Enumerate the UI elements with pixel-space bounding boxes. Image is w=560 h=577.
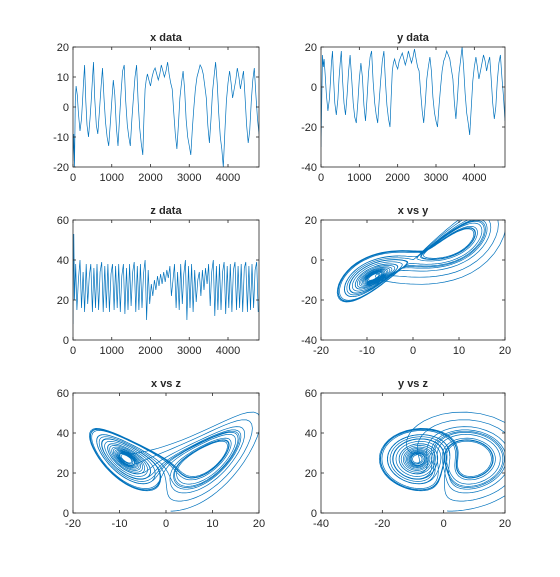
y-tick-label: 20 (57, 295, 69, 307)
series-line (89, 411, 259, 512)
chart-title: z data (150, 205, 182, 217)
x-tick-label: -20 (313, 345, 329, 357)
x-tick-label: -10 (112, 518, 128, 530)
chart-title: x vs z (151, 378, 181, 390)
y-tick-label: 60 (57, 215, 69, 227)
x-tick-label: 2000 (138, 345, 162, 357)
x-tick-label: 1000 (100, 345, 124, 357)
y-tick-label: -20 (301, 122, 317, 134)
y-tick-label: 10 (57, 72, 69, 84)
x-tick-label: 20 (499, 345, 511, 357)
x-tick-label: 1000 (347, 172, 371, 184)
x-tick-label: -20 (374, 518, 390, 530)
series-line (378, 411, 505, 512)
x-tick-label: 20 (253, 518, 265, 530)
x-tick-label: -40 (313, 518, 329, 530)
x-tick-label: 4000 (216, 345, 240, 357)
x-tick-label: 3000 (424, 172, 448, 184)
x-tick-label: -10 (359, 345, 375, 357)
x-tick-label: 4000 (216, 172, 240, 184)
series-line (336, 220, 505, 303)
x-tick-label: 3000 (177, 172, 201, 184)
y-tick-label: 40 (305, 428, 317, 440)
x-tick-label: 4000 (462, 172, 486, 184)
y-tick-label: 0 (63, 335, 69, 347)
subplot-2: 0 1000 2000 3000 4000 -40 -20 0 20 y data (301, 32, 506, 184)
subplot-1: 0 1000 2000 3000 4000 -20 -10 0 10 20 x data (53, 32, 260, 184)
x-tick-label: 10 (453, 345, 465, 357)
y-tick-label: 20 (305, 42, 317, 54)
y-tick-label: -10 (53, 132, 69, 144)
x-tick-label: 0 (441, 518, 447, 530)
y-tick-label: -20 (53, 162, 69, 174)
axes-box (320, 219, 506, 341)
y-tick-label: -40 (301, 162, 317, 174)
y-tick-label: 40 (57, 255, 69, 267)
y-tick-label: 0 (311, 82, 317, 94)
x-tick-label: -20 (65, 518, 81, 530)
y-tick-label: 20 (305, 215, 317, 227)
chart-title: y data (397, 32, 430, 44)
x-tick-label: 0 (318, 172, 324, 184)
chart-title: y vs z (398, 378, 428, 390)
x-tick-label: 1000 (100, 172, 124, 184)
axes-box (320, 46, 506, 168)
axes-box (72, 219, 260, 341)
chart-title: x vs y (398, 205, 429, 217)
series-line (73, 61, 259, 167)
y-tick-label: 20 (57, 42, 69, 54)
x-tick-label: 0 (70, 172, 76, 184)
chart-title: x data (150, 32, 183, 44)
y-tick-label: 20 (305, 468, 317, 480)
subplot-3: 0 1000 2000 3000 4000 0 20 40 60 z data (57, 205, 260, 357)
y-tick-label: 60 (57, 388, 69, 400)
x-tick-label: 0 (410, 345, 416, 357)
series-line (321, 47, 505, 148)
y-tick-label: 0 (311, 255, 317, 267)
y-tick-label: 0 (63, 508, 69, 520)
x-tick-label: 2000 (138, 172, 162, 184)
subplot-6: -40 -20 0 20 0 20 40 60 y vs z (305, 378, 511, 530)
y-tick-label: 40 (57, 428, 69, 440)
axes-box (320, 392, 506, 514)
y-tick-label: 20 (57, 468, 69, 480)
x-tick-label: 0 (163, 518, 169, 530)
subplot-5: -20 -10 0 10 20 0 20 40 60 x vs z (57, 378, 265, 530)
y-tick-label: -20 (301, 295, 317, 307)
x-tick-label: 3000 (177, 345, 201, 357)
x-tick-label: 10 (206, 518, 218, 530)
axes-box (72, 46, 260, 168)
x-tick-label: 20 (499, 518, 511, 530)
x-tick-label: 2000 (385, 172, 409, 184)
y-tick-label: 60 (305, 388, 317, 400)
y-tick-label: 0 (63, 102, 69, 114)
y-tick-label: 0 (311, 508, 317, 520)
x-tick-label: 0 (70, 345, 76, 357)
y-tick-label: -40 (301, 335, 317, 347)
series-line (73, 233, 259, 325)
